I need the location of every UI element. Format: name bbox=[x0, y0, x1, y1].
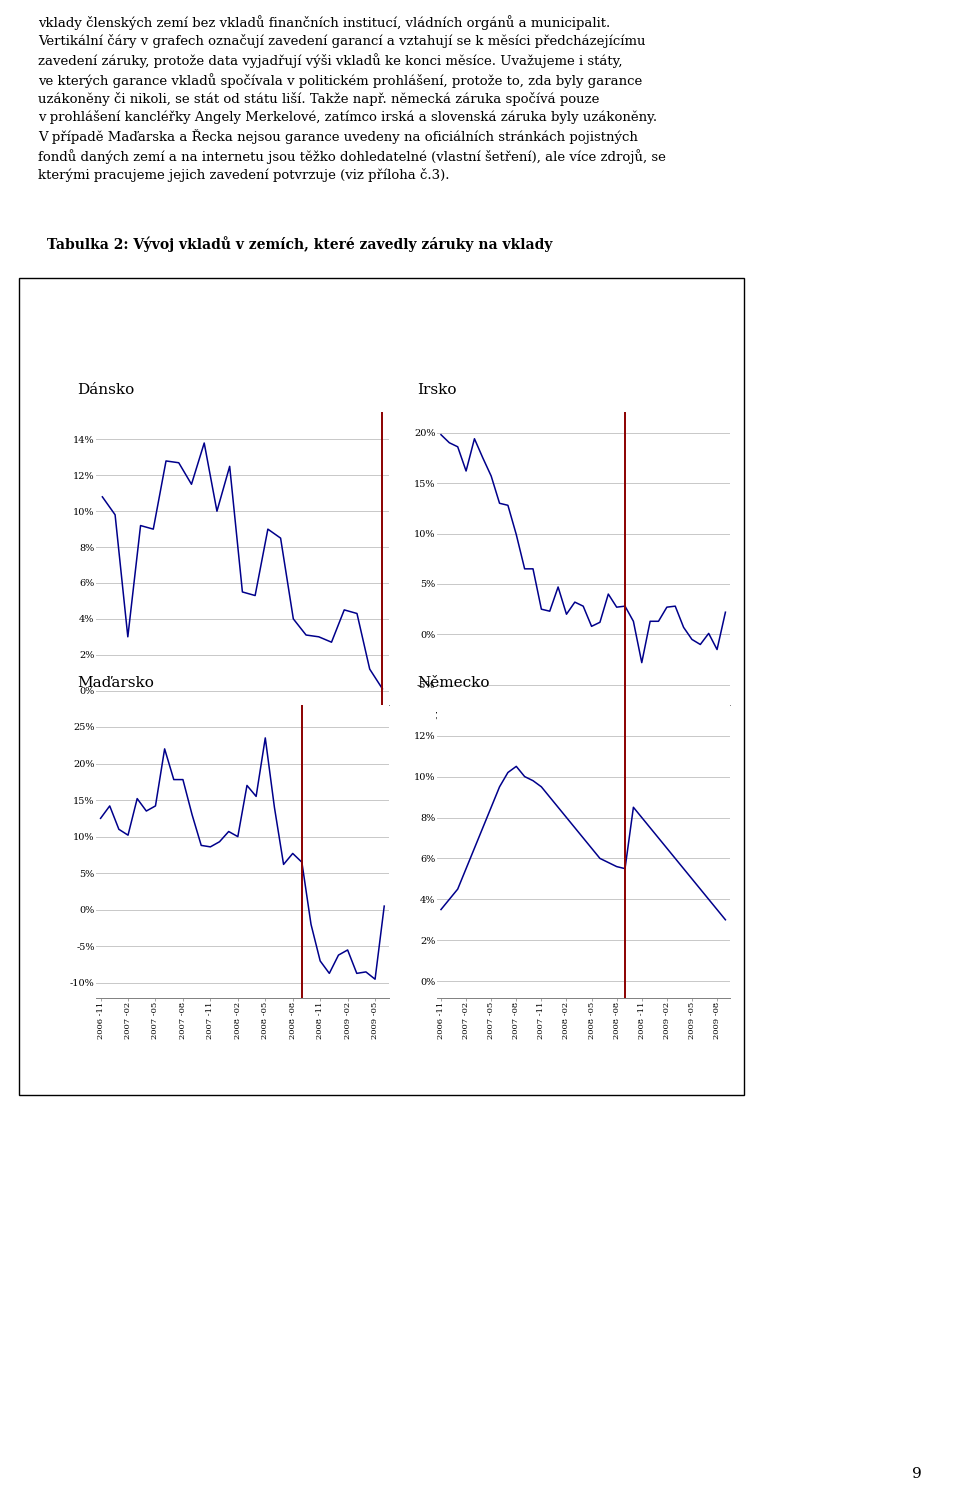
Text: Maďarsko: Maďarsko bbox=[77, 676, 154, 690]
Text: Německo: Německo bbox=[418, 676, 491, 690]
Text: 9: 9 bbox=[912, 1467, 922, 1480]
Text: vklady členských zemí bez vkladů finančních institucí, vládních orgánů a municip: vklady členských zemí bez vkladů finančn… bbox=[38, 15, 666, 182]
Text: Irsko: Irsko bbox=[418, 384, 457, 398]
Text: Tabulka 2: Vývoj vkladů v zemích, které zavedly záruky na vklady: Tabulka 2: Vývoj vkladů v zemích, které … bbox=[47, 236, 553, 252]
Text: Dánsko: Dánsko bbox=[77, 384, 134, 398]
